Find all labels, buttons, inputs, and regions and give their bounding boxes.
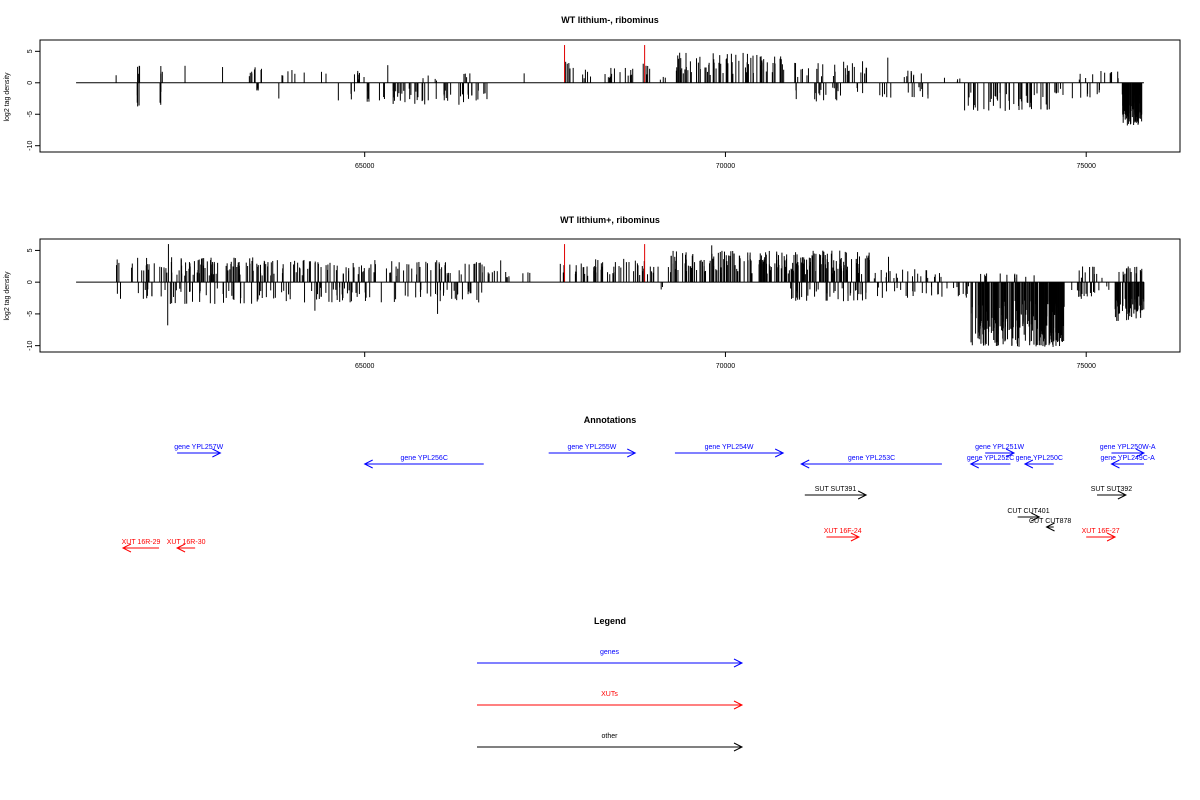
y-axis-label: log2 tag density (4, 72, 11, 122)
legend-item: other (477, 733, 744, 752)
y-tick-label: -10 (27, 141, 34, 151)
feature-arrowhead (1135, 448, 1146, 458)
legend-label: genes (600, 649, 620, 656)
feature-label: XUT 16R-30 (167, 539, 206, 546)
feature-label: gene YPL252C (967, 455, 1014, 462)
annotation-feature: SUT SUT391 (804, 486, 868, 500)
legend-items: genes XUTs other (477, 649, 744, 752)
annotation-feature: gene YPL251W (975, 444, 1024, 458)
y-tick-label: -10 (27, 340, 34, 350)
chart-title: WT lithium-, ribominus (561, 15, 659, 25)
chart-title: WT lithium+, ribominus (560, 215, 660, 225)
feature-arrowhead (1045, 522, 1055, 532)
legend-arrowhead (733, 658, 744, 668)
feature-arrowhead (175, 543, 186, 553)
feature-arrowhead (969, 459, 979, 469)
annotation-feature: gene YPL253C (800, 455, 942, 469)
feature-arrowhead (121, 543, 132, 553)
annotation-feature: gene YPL250W-A (1100, 444, 1156, 458)
feature-arrowhead (800, 459, 810, 469)
annotation-feature: XUT 16F-24 (824, 528, 862, 542)
x-tick-label: 75000 (1076, 363, 1096, 370)
feature-label: SUT SUT391 (815, 486, 857, 493)
legend-title: Legend (594, 616, 626, 626)
feature-arrowhead (1106, 532, 1117, 542)
y-tick-label: -5 (27, 311, 34, 317)
legend-item: XUTs (477, 691, 744, 710)
y-axis-label: log2 tag density (4, 271, 11, 321)
annotation-feature: gene YPL249C-A (1101, 455, 1156, 469)
feature-label: gene YPL250W-A (1100, 444, 1156, 451)
x-tick-label: 70000 (716, 163, 736, 170)
legend-label: other (602, 733, 619, 740)
feature-arrowhead (1031, 512, 1041, 522)
feature-label: gene YPL249C-A (1101, 455, 1156, 462)
feature-label: gene YPL250C (1016, 455, 1063, 462)
y-tick-label: 5 (27, 49, 34, 53)
feature-label: gene YPL253C (848, 455, 895, 462)
axes: 5 0 -5 -10 65000 70000 75000 (27, 49, 1096, 170)
annotation-feature: gene YPL256C (363, 455, 484, 469)
plot-frame (39, 238, 1181, 353)
feature-arrowhead (857, 490, 868, 500)
density-bars (76, 244, 1145, 347)
feature-label: CUT CUT878 (1029, 518, 1071, 525)
annotation-feature: gene YPL255W (548, 444, 637, 458)
feature-arrowhead (1110, 459, 1120, 469)
annotation-feature: gene YPL250C (1016, 455, 1063, 469)
feature-arrowhead (627, 448, 637, 458)
feature-label: gene YPL251W (975, 444, 1024, 451)
feature-label: XUT 16R-29 (122, 539, 161, 546)
legend-arrowhead (733, 742, 744, 752)
feature-label: gene YPL254W (705, 444, 754, 451)
axes: 5 0 -5 -10 65000 70000 75000 (27, 248, 1096, 370)
feature-arrowhead (774, 448, 785, 458)
feature-arrowhead (363, 459, 373, 469)
annotation-feature: gene YPL252C (967, 455, 1014, 469)
annotation-feature: SUT SUT392 (1091, 486, 1133, 500)
legend-arrowhead (733, 700, 744, 710)
feature-arrowhead (850, 532, 861, 542)
annotation-feature: gene YPL254W (674, 444, 785, 458)
annotation-features: gene YPL257W gene YPL256C gene YPL255W gene… (121, 444, 1156, 553)
legend-label: XUTs (601, 691, 618, 698)
feature-arrowhead (1005, 448, 1016, 458)
feature-label: gene YPL255W (568, 444, 617, 451)
y-tick-label: 0 (27, 81, 34, 85)
feature-label: gene YPL256C (401, 455, 448, 462)
annotation-feature: CUT CUT878 (1029, 518, 1071, 532)
feature-arrowhead (212, 448, 222, 458)
density-bars (76, 45, 1144, 126)
legend-item: genes (477, 649, 744, 668)
x-tick-label: 70000 (716, 363, 736, 370)
annotation-feature: XUT 16R-29 (121, 539, 161, 553)
annotation-feature: XUT 16R-30 (167, 539, 206, 553)
annotation-feature: gene YPL257W (174, 444, 224, 458)
panel-lithium-plus: WT lithium+, ribominus log2 tag density … (4, 215, 1181, 370)
feature-label: gene YPL257W (174, 444, 223, 451)
x-tick-label: 65000 (355, 163, 375, 170)
annotation-feature: CUT CUT401 (1007, 508, 1050, 522)
feature-label: CUT CUT401 (1007, 508, 1049, 515)
legend-panel: Legend genes XUTs other (477, 616, 744, 752)
x-tick-label: 65000 (355, 363, 375, 370)
feature-label: XUT 16F-27 (1082, 528, 1120, 535)
y-tick-label: -5 (27, 111, 34, 117)
panel-lithium-minus: WT lithium-, ribominus log2 tag density … (4, 15, 1181, 170)
annotation-feature: XUT 16F-27 (1082, 528, 1120, 542)
feature-label: SUT SUT392 (1091, 486, 1133, 493)
feature-arrowhead (1117, 490, 1128, 500)
annotations-title: Annotations (584, 415, 637, 425)
y-tick-label: 5 (27, 248, 34, 252)
plot-frame (39, 39, 1181, 153)
feature-arrowhead (1023, 459, 1034, 469)
y-tick-label: 0 (27, 280, 34, 284)
feature-label: XUT 16F-24 (824, 528, 862, 535)
x-tick-label: 75000 (1076, 163, 1096, 170)
